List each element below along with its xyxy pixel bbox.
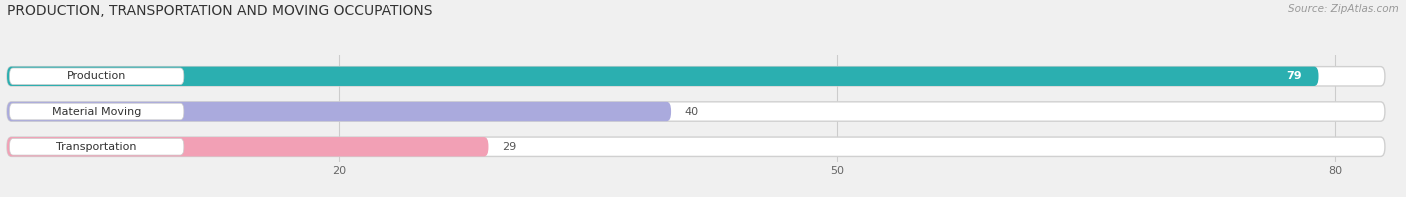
Text: Source: ZipAtlas.com: Source: ZipAtlas.com — [1288, 4, 1399, 14]
Text: 40: 40 — [685, 107, 699, 116]
FancyBboxPatch shape — [7, 102, 671, 121]
FancyBboxPatch shape — [10, 138, 184, 155]
FancyBboxPatch shape — [7, 67, 1385, 86]
FancyBboxPatch shape — [7, 102, 1385, 121]
FancyBboxPatch shape — [10, 68, 184, 85]
Text: 29: 29 — [502, 142, 516, 152]
FancyBboxPatch shape — [10, 103, 184, 120]
FancyBboxPatch shape — [7, 137, 1385, 156]
Text: Material Moving: Material Moving — [52, 107, 142, 116]
Text: 79: 79 — [1286, 71, 1302, 81]
Text: PRODUCTION, TRANSPORTATION AND MOVING OCCUPATIONS: PRODUCTION, TRANSPORTATION AND MOVING OC… — [7, 4, 433, 18]
Text: Production: Production — [67, 71, 127, 81]
FancyBboxPatch shape — [7, 137, 488, 156]
FancyBboxPatch shape — [7, 67, 1319, 86]
Text: Transportation: Transportation — [56, 142, 136, 152]
